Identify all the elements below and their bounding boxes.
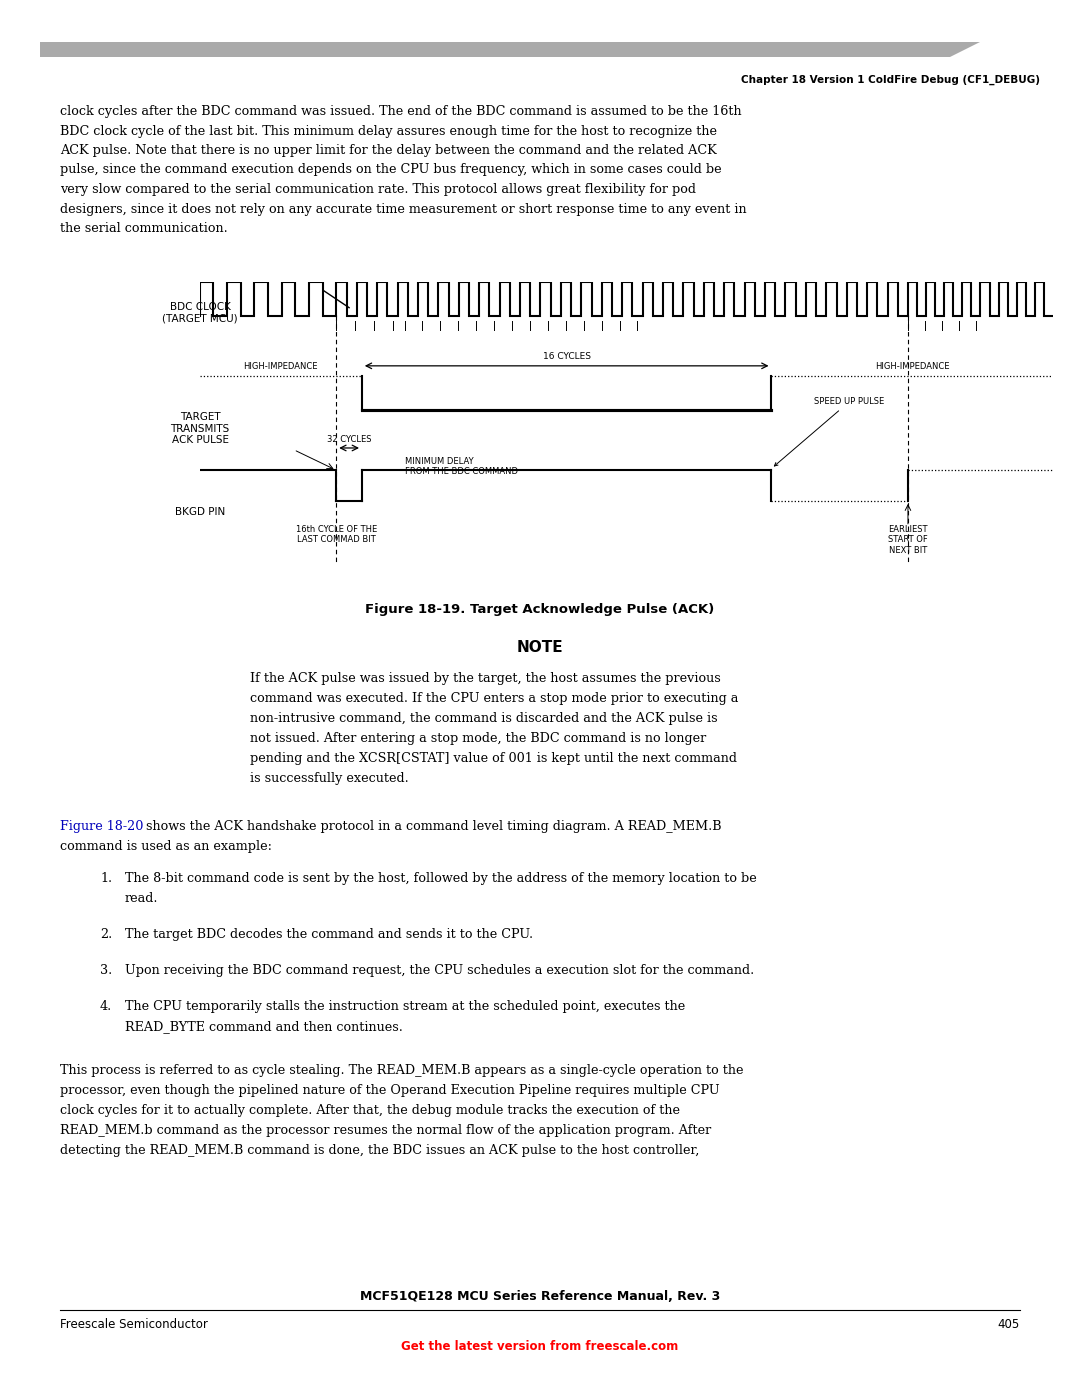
Text: detecting the READ_MEM.B command is done, the BDC issues an ACK pulse to the hos: detecting the READ_MEM.B command is done… [60,1144,700,1157]
Text: read.: read. [125,893,159,905]
Text: 16 CYCLES: 16 CYCLES [542,352,591,360]
Text: not issued. After entering a stop mode, the BDC command is no longer: not issued. After entering a stop mode, … [249,732,706,745]
Polygon shape [40,42,980,57]
Text: This process is referred to as cycle stealing. The READ_MEM.B appears as a singl: This process is referred to as cycle ste… [60,1065,743,1077]
Text: MCF51QE128 MCU Series Reference Manual, Rev. 3: MCF51QE128 MCU Series Reference Manual, … [360,1289,720,1303]
Text: TARGET
TRANSMITS
ACK PULSE: TARGET TRANSMITS ACK PULSE [171,412,230,446]
Text: clock cycles for it to actually complete. After that, the debug module tracks th: clock cycles for it to actually complete… [60,1104,680,1118]
Text: Upon receiving the BDC command request, the CPU schedules a execution slot for t: Upon receiving the BDC command request, … [125,964,754,977]
Text: BDC clock cycle of the last bit. This minimum delay assures enough time for the : BDC clock cycle of the last bit. This mi… [60,124,717,137]
Text: designers, since it does not rely on any accurate time measurement or short resp: designers, since it does not rely on any… [60,203,746,215]
Text: non-intrusive command, the command is discarded and the ACK pulse is: non-intrusive command, the command is di… [249,712,717,725]
Text: READ_MEM.b command as the processor resumes the normal flow of the application p: READ_MEM.b command as the processor resu… [60,1125,712,1137]
Text: EARLIEST
START OF
NEXT BIT: EARLIEST START OF NEXT BIT [888,525,928,555]
Text: The target BDC decodes the command and sends it to the CPU.: The target BDC decodes the command and s… [125,928,534,942]
Text: BDC CLOCK
(TARGET MCU): BDC CLOCK (TARGET MCU) [162,302,238,324]
Text: ACK pulse. Note that there is no upper limit for the delay between the command a: ACK pulse. Note that there is no upper l… [60,144,717,156]
Text: If the ACK pulse was issued by the target, the host assumes the previous: If the ACK pulse was issued by the targe… [249,672,720,685]
Text: Figure 18-19. Target Acknowledge Pulse (ACK): Figure 18-19. Target Acknowledge Pulse (… [365,604,715,616]
Text: very slow compared to the serial communication rate. This protocol allows great : very slow compared to the serial communi… [60,183,696,196]
Text: command was executed. If the CPU enters a stop mode prior to executing a: command was executed. If the CPU enters … [249,692,739,705]
Text: Freescale Semiconductor: Freescale Semiconductor [60,1317,207,1331]
Text: 1.: 1. [100,872,112,886]
Text: The CPU temporarily stalls the instruction stream at the scheduled point, execut: The CPU temporarily stalls the instructi… [125,1000,685,1013]
Text: clock cycles after the BDC command was issued. The end of the BDC command is ass: clock cycles after the BDC command was i… [60,105,742,117]
Text: NOTE: NOTE [516,640,564,655]
Text: The 8-bit command code is sent by the host, followed by the address of the memor: The 8-bit command code is sent by the ho… [125,872,757,886]
Text: MINIMUM DELAY
FROM THE BDC COMMAND: MINIMUM DELAY FROM THE BDC COMMAND [405,457,517,476]
Text: SPEED UP PULSE: SPEED UP PULSE [774,397,885,467]
Text: the serial communication.: the serial communication. [60,222,228,235]
Text: pulse, since the command execution depends on the CPU bus frequency, which in so: pulse, since the command execution depen… [60,163,721,176]
Text: HIGH-IMPEDANCE: HIGH-IMPEDANCE [244,362,319,372]
Text: is successfully executed.: is successfully executed. [249,773,408,785]
Text: shows the ACK handshake protocol in a command level timing diagram. A READ_MEM.B: shows the ACK handshake protocol in a co… [141,820,721,833]
Text: HIGH-IMPEDANCE: HIGH-IMPEDANCE [875,362,949,372]
Text: Figure 18-20: Figure 18-20 [60,820,144,833]
Text: Get the latest version from freescale.com: Get the latest version from freescale.co… [402,1340,678,1354]
Text: Chapter 18 Version 1 ColdFire Debug (CF1_DEBUG): Chapter 18 Version 1 ColdFire Debug (CF1… [741,75,1040,85]
Text: 3.: 3. [100,964,112,977]
Text: 4.: 4. [100,1000,112,1013]
Text: BKGD PIN: BKGD PIN [175,507,225,517]
Text: 405: 405 [998,1317,1020,1331]
Text: 2.: 2. [100,928,112,942]
Text: READ_BYTE command and then continues.: READ_BYTE command and then continues. [125,1020,403,1032]
Text: processor, even though the pipelined nature of the Operand Execution Pipeline re: processor, even though the pipelined nat… [60,1084,719,1097]
Text: 16th CYCLE OF THE
LAST COMMAD BIT: 16th CYCLE OF THE LAST COMMAD BIT [296,525,377,545]
Text: pending and the XCSR[CSTAT] value of 001 is kept until the next command: pending and the XCSR[CSTAT] value of 001… [249,752,737,766]
Text: command is used as an example:: command is used as an example: [60,840,272,854]
Text: 32 CYCLES: 32 CYCLES [327,434,372,444]
